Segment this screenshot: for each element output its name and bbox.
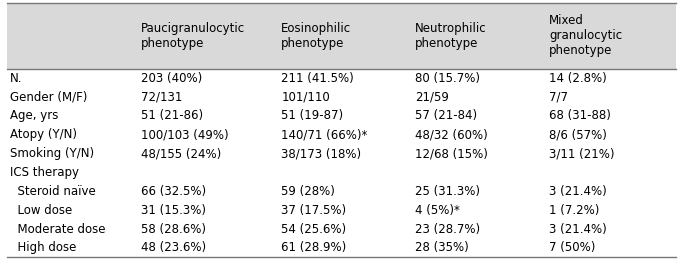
Text: 66 (32.5%): 66 (32.5%) — [141, 185, 206, 198]
Text: 3 (21.4%): 3 (21.4%) — [549, 223, 607, 236]
Text: 8/6 (57%): 8/6 (57%) — [549, 128, 607, 141]
Text: Steroid naïve: Steroid naïve — [10, 185, 96, 198]
Text: 38/173 (18%): 38/173 (18%) — [281, 147, 361, 160]
Text: Paucigranulocytic
phenotype: Paucigranulocytic phenotype — [141, 22, 245, 50]
Text: 14 (2.8%): 14 (2.8%) — [549, 72, 607, 85]
Text: Atopy (Y/N): Atopy (Y/N) — [10, 128, 77, 141]
Text: 140/71 (66%)*: 140/71 (66%)* — [281, 128, 367, 141]
Text: 7 (50%): 7 (50%) — [549, 242, 596, 255]
Text: 72/131: 72/131 — [141, 91, 182, 104]
Text: 203 (40%): 203 (40%) — [141, 72, 202, 85]
Text: 7/7: 7/7 — [549, 91, 568, 104]
Text: 57 (21-84): 57 (21-84) — [415, 109, 477, 122]
Text: 68 (31-88): 68 (31-88) — [549, 109, 611, 122]
Text: 80 (15.7%): 80 (15.7%) — [415, 72, 480, 85]
Text: 48/32 (60%): 48/32 (60%) — [415, 128, 488, 141]
Text: Age, yrs: Age, yrs — [10, 109, 59, 122]
Text: 37 (17.5%): 37 (17.5%) — [281, 204, 346, 217]
Text: 3 (21.4%): 3 (21.4%) — [549, 185, 607, 198]
Text: 100/103 (49%): 100/103 (49%) — [141, 128, 228, 141]
Text: 51 (21-86): 51 (21-86) — [141, 109, 203, 122]
Text: Mixed
granulocytic
phenotype: Mixed granulocytic phenotype — [549, 14, 622, 57]
Text: 48 (23.6%): 48 (23.6%) — [141, 242, 206, 255]
Text: 1 (7.2%): 1 (7.2%) — [549, 204, 600, 217]
Text: 51 (19-87): 51 (19-87) — [281, 109, 344, 122]
Text: 54 (25.6%): 54 (25.6%) — [281, 223, 346, 236]
Text: 3/11 (21%): 3/11 (21%) — [549, 147, 615, 160]
Text: 211 (41.5%): 211 (41.5%) — [281, 72, 354, 85]
Text: 58 (28.6%): 58 (28.6%) — [141, 223, 206, 236]
Text: Eosinophilic
phenotype: Eosinophilic phenotype — [281, 22, 351, 50]
Text: Smoking (Y/N): Smoking (Y/N) — [10, 147, 94, 160]
Text: Gender (M/F): Gender (M/F) — [10, 91, 87, 104]
Text: 12/68 (15%): 12/68 (15%) — [415, 147, 488, 160]
Text: 59 (28%): 59 (28%) — [281, 185, 335, 198]
Text: N.: N. — [10, 72, 23, 85]
Text: 101/110: 101/110 — [281, 91, 330, 104]
Text: High dose: High dose — [10, 242, 76, 255]
Text: Moderate dose: Moderate dose — [10, 223, 106, 236]
Text: 28 (35%): 28 (35%) — [415, 242, 469, 255]
Text: 23 (28.7%): 23 (28.7%) — [415, 223, 480, 236]
Text: ICS therapy: ICS therapy — [10, 166, 79, 179]
Text: Low dose: Low dose — [10, 204, 72, 217]
Text: 21/59: 21/59 — [415, 91, 449, 104]
Text: 48/155 (24%): 48/155 (24%) — [141, 147, 221, 160]
Text: 25 (31.3%): 25 (31.3%) — [415, 185, 480, 198]
Bar — [7, 3, 676, 69]
Text: Neutrophilic
phenotype: Neutrophilic phenotype — [415, 22, 487, 50]
Text: 4 (5%)*: 4 (5%)* — [415, 204, 460, 217]
Text: 61 (28.9%): 61 (28.9%) — [281, 242, 346, 255]
Text: 31 (15.3%): 31 (15.3%) — [141, 204, 206, 217]
